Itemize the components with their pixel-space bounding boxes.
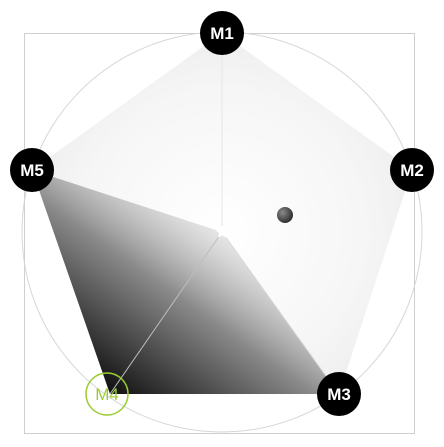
marker-m1[interactable]: M1	[200, 11, 244, 55]
spokes	[109, 40, 340, 395]
star-icon	[215, 225, 229, 238]
marker-m4-label: M4	[95, 385, 119, 404]
marker-m1-label: M1	[210, 24, 234, 43]
marker-m2[interactable]: M2	[390, 148, 434, 192]
marker-m5[interactable]: M5	[10, 148, 54, 192]
marker-m3[interactable]: M3	[317, 372, 361, 416]
blend-handle[interactable]	[277, 207, 293, 223]
blend-polygon-shade	[32, 170, 339, 394]
marker-m2-label: M2	[400, 161, 424, 180]
marker-m4[interactable]: M4	[85, 372, 129, 416]
marker-m3-label: M3	[327, 385, 351, 404]
marker-m5-label: M5	[20, 161, 44, 180]
